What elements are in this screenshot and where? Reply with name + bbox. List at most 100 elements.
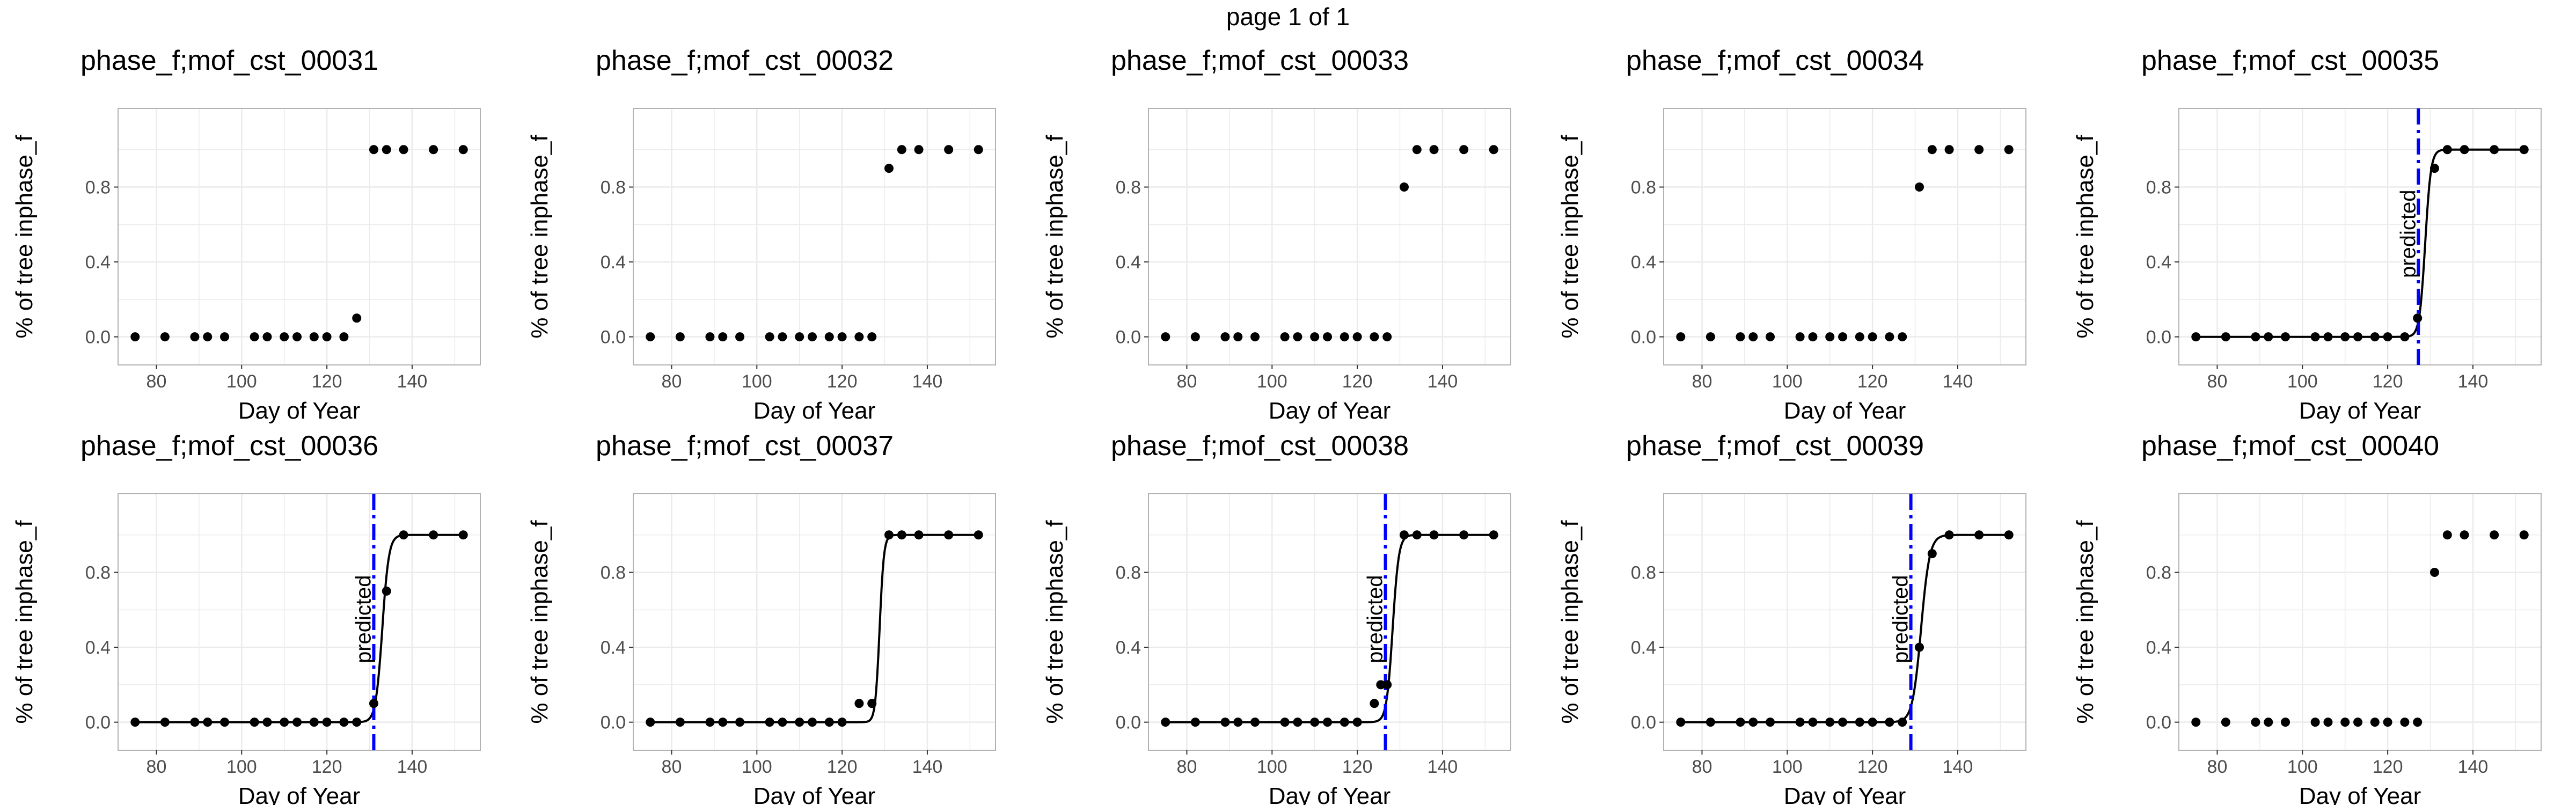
x-tick-label: 140 [1428,757,1458,777]
x-tick-label: 100 [226,757,257,777]
data-point [1838,718,1848,727]
x-tick-label: 140 [912,371,943,392]
data-point [382,586,391,596]
x-tick-label: 140 [1943,757,1973,777]
x-tick-label: 120 [827,757,858,777]
x-tick-label: 80 [1692,371,1713,392]
data-point [1838,332,1848,342]
data-point [944,530,954,540]
x-tick-label: 140 [912,757,943,777]
data-point [292,718,302,727]
data-point [1706,332,1715,342]
x-tick-label: 80 [662,757,682,777]
x-tick-label: 100 [742,371,772,392]
data-point [1748,718,1758,727]
data-point [250,718,259,727]
data-point [1190,332,1200,342]
panel-border [633,493,996,751]
data-point [1293,332,1302,342]
data-point [884,530,894,540]
chart-title: phase_f;mof_cst_00032 [596,45,894,76]
data-point [1220,718,1230,727]
data-point [2442,530,2452,540]
predicted-label: predicted [1364,575,1387,663]
data-point [1825,718,1835,727]
data-point [1370,332,1379,342]
data-point [1868,718,1877,727]
panel-border [1663,493,2026,751]
data-point [429,145,438,155]
data-point [2191,718,2201,727]
data-point [2264,332,2273,342]
data-point [2310,332,2320,342]
data-point [322,718,332,727]
data-point [250,332,259,342]
x-tick-label: 140 [397,371,428,392]
data-point [1795,718,1805,727]
y-tick-label: 0.4 [1116,252,1141,273]
data-point [1250,718,1260,727]
panel-border [118,108,481,365]
chart-svg: phase_f;mof_cst_00040 80 100 120 140 0.0 0.4 0.… [2072,430,2542,805]
data-point [1808,718,1818,727]
data-point [2519,145,2529,155]
chart-title: phase_f;mof_cst_00033 [1111,45,1409,76]
data-point [1825,332,1835,342]
data-point [1868,332,1877,342]
data-point [1885,718,1894,727]
x-axis-label: Day of Year [1784,783,1906,805]
page-title: page 1 of 1 [1226,3,1350,31]
data-point [705,332,715,342]
y-tick-label: 0.4 [2146,252,2171,273]
data-point [1974,530,1984,540]
data-point [369,145,378,155]
data-point [382,145,391,155]
y-axis-label: % of tree inphase_f [1042,135,1068,339]
data-point [1736,718,1745,727]
data-point [2490,145,2499,155]
data-point [1927,145,1937,155]
data-point [2383,332,2392,342]
data-point [824,332,834,342]
data-point [735,718,745,727]
x-axis-label: Day of Year [1269,783,1391,805]
data-point [1766,718,1775,727]
data-point [1310,718,1320,727]
data-point [2460,145,2469,155]
y-axis-label: % of tree inphase_f [11,520,38,724]
y-tick-label: 0.0 [1116,713,1141,733]
data-point [1927,549,1937,559]
data-point [1676,332,1686,342]
data-point [1898,718,1907,727]
data-point [944,145,954,155]
x-tick-label: 120 [2373,757,2403,777]
data-point [2400,332,2410,342]
data-point [160,332,170,342]
y-tick-label: 0.4 [1116,638,1141,658]
data-point [1489,530,1498,540]
data-point [718,332,728,342]
data-point [2251,332,2260,342]
data-point [220,718,230,727]
data-point [1382,332,1392,342]
data-point [1161,332,1170,342]
data-point [837,332,847,342]
data-point [369,699,378,708]
x-tick-label: 80 [147,757,167,777]
y-axis-label: % of tree inphase_f [526,520,553,724]
data-point [2281,332,2290,342]
data-point [1795,332,1805,342]
data-point [2370,332,2380,342]
data-point [1382,680,1392,690]
data-point [2370,718,2380,727]
data-point [705,718,715,727]
y-axis-label: % of tree inphase_f [1042,520,1068,724]
y-tick-label: 0.8 [1631,178,1656,198]
facet-panel: phase_f;mof_cst_00037 80 100 120 140 0.0 0.4 0.… [515,407,1030,805]
data-point [220,332,230,342]
x-tick-label: 80 [147,371,167,392]
chart-svg: phase_f;mof_cst_00035 80 100 120 140 0.0 0.4 0.… [2072,45,2542,424]
facet-panel: phase_f;mof_cst_00034 80 100 120 140 0.0 0.4 0.… [1546,21,2061,424]
x-tick-label: 120 [312,371,342,392]
